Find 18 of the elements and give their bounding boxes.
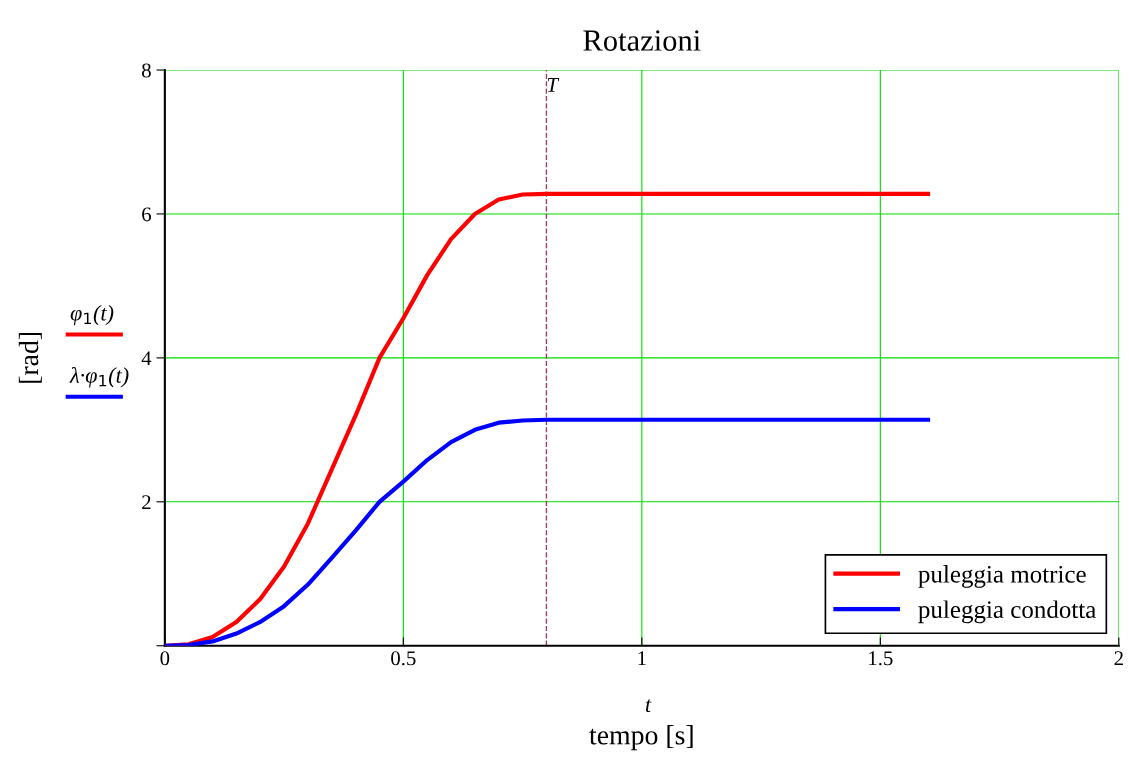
x-tick-label: 2 <box>1114 651 1123 666</box>
y-tick-label: 8 <box>142 63 151 78</box>
text: φ$_{1}$(t) <box>70 304 114 326</box>
x-tick-label: 0.5 <box>391 651 416 666</box>
x-tick-label: 0 <box>160 651 170 666</box>
text: λ·φ$_{1}$(t) <box>69 367 129 388</box>
x-tick-label: 1 <box>638 651 646 666</box>
y-tick-label: 2 <box>142 495 151 510</box>
legend-label: puleggia condotta <box>918 600 1096 624</box>
y-tick-label: 4 <box>141 351 152 366</box>
legend-label: puleggia motrice <box>918 565 1086 588</box>
ref-line-label: T <box>547 78 560 92</box>
x-tick-label: 1.5 <box>869 651 893 666</box>
x-axis-title: tempo [s] <box>589 725 693 751</box>
y-axis-title: [rad] <box>18 332 42 383</box>
chart-title: Rotazioni <box>583 30 701 51</box>
y-tick-label: 6 <box>142 207 152 222</box>
text: t <box>645 699 652 713</box>
